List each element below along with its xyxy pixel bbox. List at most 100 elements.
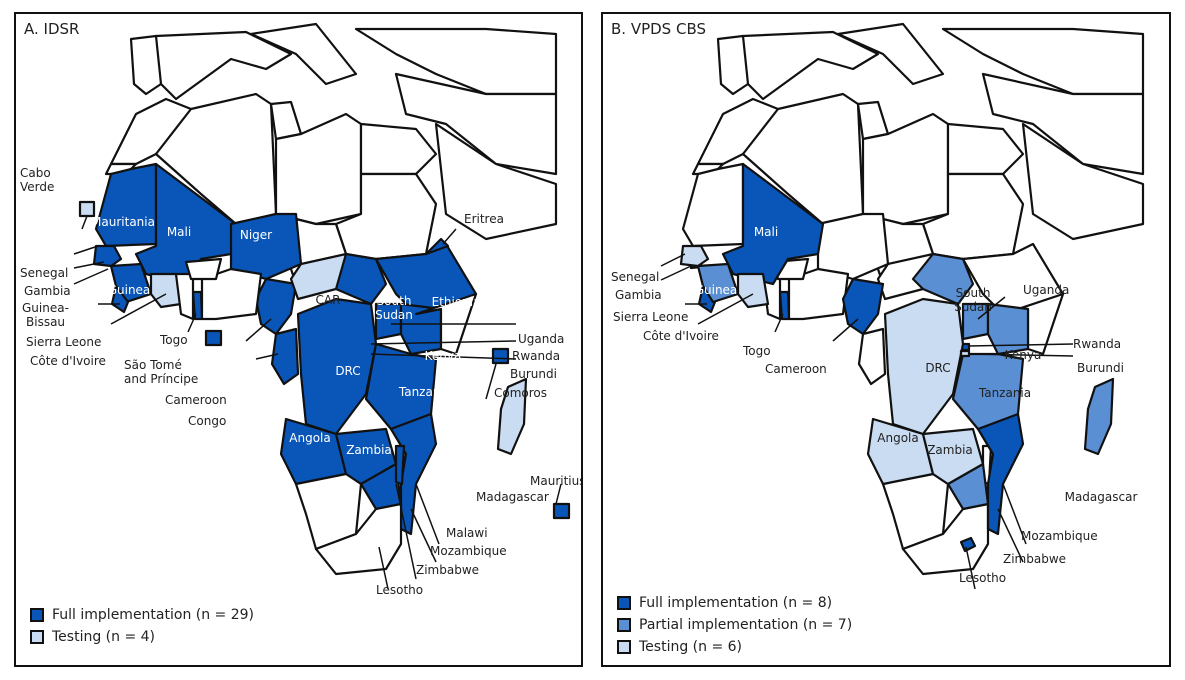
mauritania [94, 162, 158, 248]
comoros-inset [491, 347, 510, 365]
cameroon [841, 277, 885, 336]
legend: Full implementation (n = 8) Partial impl… [617, 592, 852, 658]
label-gambia: Gambia [24, 284, 71, 298]
label-lesotho: Lesotho [376, 583, 423, 597]
label-drc: DRC [925, 361, 950, 375]
label-zimbabwe: Zimbabwe [416, 563, 479, 577]
niger [816, 212, 890, 281]
swatch-full [30, 608, 44, 622]
legend-item-full: Full implementation (n = 29) [30, 604, 254, 626]
legend-item-testing: Testing (n = 6) [617, 636, 852, 658]
label-car: CAR [316, 293, 341, 307]
label-madagascar: Madagascar [476, 490, 549, 504]
africa-map-idsr: Mauritania Mali Niger Guinea CAR South S… [20, 22, 581, 597]
label-gambia: Gambia [615, 288, 662, 302]
mauritius-inset [552, 502, 571, 520]
madagascar [496, 377, 528, 456]
label-south: South [956, 286, 991, 300]
label-rwanda: Rwanda [512, 349, 560, 363]
burundi [959, 349, 971, 358]
label-uganda: Uganda [1023, 283, 1069, 297]
label-togo: Togo [742, 344, 771, 358]
malawi [394, 444, 406, 486]
label-ethiopia: Ethiopia [432, 295, 481, 309]
panel-title: A. IDSR [24, 20, 80, 38]
legend-label: Testing (n = 6) [639, 639, 743, 655]
sierra-leone [110, 284, 130, 314]
label-mali: Mali [754, 225, 778, 239]
label-sudan: Sudan [375, 308, 413, 322]
egypt [359, 122, 438, 176]
label-angola: Angola [877, 431, 918, 445]
car [289, 252, 348, 301]
burkina [184, 257, 223, 281]
map-panel-idsr: Mauritania Mali Niger Guinea CAR South S… [14, 12, 583, 667]
angola [866, 417, 935, 486]
label-guinea-bissau-1: Guinea- [22, 301, 69, 315]
label-comoros: Comoros [494, 386, 547, 400]
label-kenya: Kenya [425, 349, 462, 363]
leader-lines [73, 215, 562, 590]
label-zambia: Zambia [927, 443, 973, 457]
label-eritrea: Eritrea [464, 212, 504, 226]
togo [191, 290, 204, 321]
ghana [174, 272, 195, 321]
label-mozambique: Mozambique [1021, 529, 1098, 543]
label-verde: Verde [20, 180, 54, 194]
congo [270, 327, 300, 386]
senegal [679, 244, 710, 268]
legend-label: Full implementation (n = 8) [639, 595, 833, 611]
label-malawi: Malawi [446, 526, 488, 540]
madagascar [1083, 377, 1115, 456]
zambia [921, 427, 985, 486]
label-cameroon: Cameroon [765, 362, 827, 376]
label-rwanda: Rwanda [1073, 337, 1121, 351]
swatch-testing [617, 640, 631, 654]
car [876, 252, 935, 301]
label-zimbabwe: Zimbabwe [1003, 552, 1066, 566]
nigeria [200, 267, 263, 321]
label-cote-divoire: Côte d'Ivoire [643, 329, 719, 343]
label-mozambique: Mozambique [430, 544, 507, 558]
label-tanzania: Tanzania [978, 386, 1031, 400]
mozambique [976, 412, 1025, 536]
label-togo: Togo [159, 333, 188, 347]
map-panel-vpds-cbs: Mali Guinea South Sudan DRC Kenya Tanzan… [601, 12, 1171, 667]
panel-title: B. VPDS CBS [611, 20, 706, 38]
niger [229, 212, 303, 281]
mauritania [681, 162, 745, 248]
label-sudan: Sudan [954, 300, 992, 314]
africa-map-vpds: Mali Guinea South Sudan DRC Kenya Tanzan… [611, 22, 1145, 590]
label-lesotho: Lesotho [959, 571, 1006, 585]
legend-item-testing: Testing (n = 4) [30, 626, 254, 648]
label-cameroon: Cameroon [165, 393, 227, 407]
label-congo: Congo [188, 414, 226, 428]
label-madagascar: Madagascar [1065, 490, 1138, 504]
cabo-verde-inset [78, 200, 96, 218]
legend-item-partial: Partial implementation (n = 7) [617, 614, 852, 636]
south-africa [314, 502, 403, 576]
label-uganda: Uganda [518, 332, 564, 346]
legend-label: Full implementation (n = 29) [52, 607, 255, 623]
legend-label: Testing (n = 4) [52, 629, 156, 645]
legend-item-full: Full implementation (n = 8) [617, 592, 852, 614]
cameroon [254, 277, 298, 336]
label-cote-divoire: Côte d'Ivoire [30, 354, 106, 368]
label-sao-tome-1: São Tomé [124, 358, 182, 372]
kenya [986, 302, 1030, 356]
label-niger: Niger [240, 228, 272, 242]
swatch-testing [30, 630, 44, 644]
label-sierra-leone: Sierra Leone [613, 310, 688, 324]
mali [721, 162, 825, 286]
congo [857, 327, 887, 386]
sao-tome-inset [204, 329, 223, 347]
label-cabo: Cabo [20, 166, 51, 180]
label-sao-tome-2: and Príncipe [124, 372, 198, 386]
swatch-full [617, 596, 631, 610]
label-mauritania: Mauritania [91, 215, 155, 229]
mozambique [389, 412, 438, 536]
label-burundi: Burundi [510, 367, 557, 381]
label-south: South [377, 294, 412, 308]
drc [883, 297, 965, 436]
label-guinea: Guinea [108, 283, 151, 297]
